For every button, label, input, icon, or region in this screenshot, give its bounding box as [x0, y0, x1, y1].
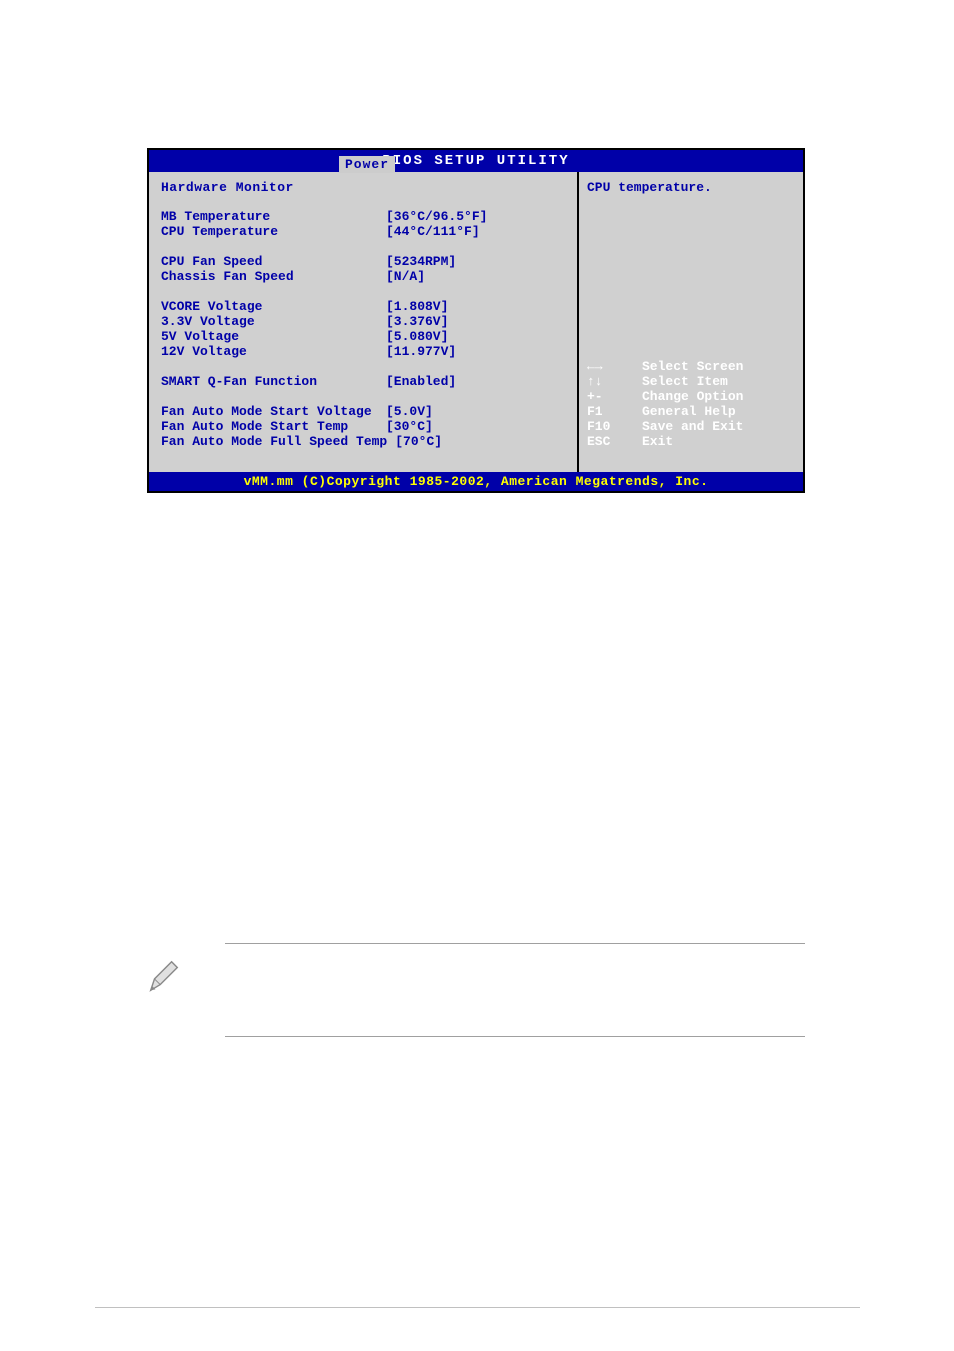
mb-temp-label: MB Temperature	[161, 209, 386, 224]
left-panel: Hardware Monitor MB Temperature [36°C/96…	[149, 172, 579, 472]
fan-start-temp-label: Fan Auto Mode Start Temp	[161, 419, 386, 434]
note-rules	[225, 943, 805, 1037]
content-area: Hardware Monitor MB Temperature [36°C/96…	[149, 172, 803, 472]
nav-desc-change: Change Option	[642, 389, 743, 404]
v5-label: 5V Voltage	[161, 329, 386, 344]
spacer	[587, 449, 795, 464]
bios-title: BIOS SETUP UTILITY	[382, 153, 569, 169]
v33-value: [3.376V]	[386, 314, 565, 329]
nav-select-screen: ←→ Select Screen	[587, 359, 795, 374]
title-bar: BIOS SETUP UTILITY Power	[149, 150, 803, 172]
fan-volt-label: Fan Auto Mode Start Voltage	[161, 404, 386, 419]
vcore-row[interactable]: VCORE Voltage [1.808V]	[161, 299, 565, 314]
cpu-fan-row[interactable]: CPU Fan Speed [5234RPM]	[161, 254, 565, 269]
v12-label: 12V Voltage	[161, 344, 386, 359]
nav-desc-save: Save and Exit	[642, 419, 743, 434]
mb-temp-value: [36°C/96.5°F]	[386, 209, 565, 224]
note-pencil-icon	[145, 958, 183, 996]
power-tab[interactable]: Power	[339, 156, 395, 173]
v12-value: [11.977V]	[386, 344, 565, 359]
cpu-temp-label: CPU Temperature	[161, 224, 386, 239]
qfan-row[interactable]: SMART Q-Fan Function [Enabled]	[161, 374, 565, 389]
nav-save-exit: F10 Save and Exit	[587, 419, 795, 434]
cpu-fan-label: CPU Fan Speed	[161, 254, 386, 269]
right-panel: CPU temperature. ←→ Select Screen ↑↓ Sel…	[579, 172, 803, 472]
nav-desc-help: General Help	[642, 404, 736, 419]
nav-key-pm: +-	[587, 389, 642, 404]
cpu-fan-value: [5234RPM]	[386, 254, 565, 269]
nav-key-f1: F1	[587, 404, 642, 419]
nav-help: ←→ Select Screen ↑↓ Select Item +- Chang…	[587, 359, 795, 464]
v5-row[interactable]: 5V Voltage [5.080V]	[161, 329, 565, 344]
spacer	[161, 239, 565, 254]
chassis-fan-label: Chassis Fan Speed	[161, 269, 386, 284]
qfan-label: SMART Q-Fan Function	[161, 374, 386, 389]
copyright-footer: vMM.mm (C)Copyright 1985-2002, American …	[149, 472, 803, 491]
bios-window: BIOS SETUP UTILITY Power Hardware Monito…	[147, 148, 805, 493]
help-text: CPU temperature.	[587, 180, 795, 195]
fan-start-temp-row[interactable]: Fan Auto Mode Start Temp [30°C]	[161, 419, 565, 434]
spacer	[161, 284, 565, 299]
spacer	[161, 449, 565, 464]
fan-full-temp-row[interactable]: Fan Auto Mode Full Speed Temp [70°C]	[161, 434, 565, 449]
fan-start-temp-value: [30°C]	[386, 419, 565, 434]
nav-exit: ESC Exit	[587, 434, 795, 449]
nav-key-lr: ←→	[587, 359, 642, 374]
fan-volt-row[interactable]: Fan Auto Mode Start Voltage [5.0V]	[161, 404, 565, 419]
spacer	[161, 389, 565, 404]
v12-row[interactable]: 12V Voltage [11.977V]	[161, 344, 565, 359]
hardware-monitor-heading: Hardware Monitor	[161, 180, 565, 195]
vcore-label: VCORE Voltage	[161, 299, 386, 314]
vcore-value: [1.808V]	[386, 299, 565, 314]
mb-temp-row[interactable]: MB Temperature [36°C/96.5°F]	[161, 209, 565, 224]
spacer	[161, 359, 565, 374]
nav-change-option: +- Change Option	[587, 389, 795, 404]
nav-key-ud: ↑↓	[587, 374, 642, 389]
nav-key-esc: ESC	[587, 434, 642, 449]
fan-volt-value: [5.0V]	[386, 404, 565, 419]
v33-label: 3.3V Voltage	[161, 314, 386, 329]
qfan-value: [Enabled]	[386, 374, 565, 389]
note-rule-2	[225, 1036, 805, 1037]
nav-key-f10: F10	[587, 419, 642, 434]
chassis-fan-row[interactable]: Chassis Fan Speed [N/A]	[161, 269, 565, 284]
nav-desc-screen: Select Screen	[642, 359, 743, 374]
nav-desc-exit: Exit	[642, 434, 673, 449]
cpu-temp-value: [44°C/111°F]	[386, 224, 565, 239]
fan-full-temp-label: Fan Auto Mode Full Speed Temp	[161, 434, 387, 449]
fan-full-temp-value: [70°C]	[395, 434, 565, 449]
cpu-temp-row[interactable]: CPU Temperature [44°C/111°F]	[161, 224, 565, 239]
nav-select-item: ↑↓ Select Item	[587, 374, 795, 389]
v33-row[interactable]: 3.3V Voltage [3.376V]	[161, 314, 565, 329]
chassis-fan-value: [N/A]	[386, 269, 565, 284]
page-footer-rule	[95, 1307, 860, 1308]
note-rule-1	[225, 943, 805, 944]
v5-value: [5.080V]	[386, 329, 565, 344]
nav-general-help: F1 General Help	[587, 404, 795, 419]
nav-desc-item: Select Item	[642, 374, 728, 389]
